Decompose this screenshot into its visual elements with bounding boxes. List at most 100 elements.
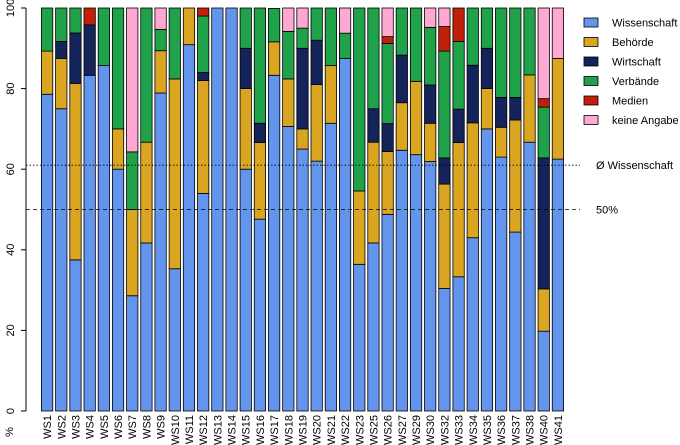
- bar-segment: [537, 98, 550, 108]
- bar-segment: [239, 7, 252, 49]
- bar-segment: [268, 8, 281, 43]
- bar-segment: [452, 7, 465, 42]
- x-tick-label: WS9: [156, 415, 168, 439]
- x-axis: WS1 WS2 WS3 WS4 WS5 WS6 WS7 WS8 WS9 WS10 WS11 WS12 W…: [42, 415, 565, 445]
- bar-segment: [438, 157, 451, 185]
- bar-segment: [55, 108, 68, 412]
- bar-segment: [140, 242, 153, 412]
- bar-segment: [381, 36, 394, 44]
- bar-segment: [126, 209, 139, 297]
- legend-swatch: [583, 95, 599, 106]
- bar-segment: [168, 78, 181, 270]
- bar-segment: [537, 288, 550, 332]
- legend-swatch: [583, 76, 599, 86]
- x-tick-label: WS30: [425, 415, 437, 445]
- legend-label: Wissenschaft: [612, 18, 677, 30]
- bar-segment: [282, 7, 295, 32]
- bar-segment: [168, 7, 181, 80]
- bar-segment: [197, 72, 210, 81]
- bar-segment: [338, 57, 352, 412]
- bar-segment: [338, 7, 352, 34]
- x-tick-label: WS19: [298, 415, 310, 445]
- x-tick-label: WS29: [411, 415, 423, 445]
- bar-segment: [55, 7, 68, 42]
- bar-segment: [409, 154, 423, 412]
- bar-segment: [381, 123, 394, 152]
- legend-swatch: [583, 17, 599, 28]
- bar-segment: [395, 7, 408, 56]
- bar-segment: [409, 80, 423, 156]
- bar-segment: [523, 7, 536, 76]
- bar-segment: [83, 7, 96, 26]
- bar-segment: [197, 192, 210, 412]
- legend-label: Medien: [612, 96, 648, 108]
- bar-segment: [466, 64, 479, 124]
- reference-line-label: Ø Wissenschaft: [596, 160, 673, 172]
- bar-segment: [324, 7, 337, 67]
- legend-swatch: [583, 37, 599, 47]
- legend: Wissenschaft Behörde Wirtschaft Verbände Med…: [583, 17, 679, 127]
- bar-segment: [296, 27, 309, 49]
- bar-segment: [296, 47, 309, 130]
- x-tick-label: WS34: [468, 415, 480, 445]
- x-tick-label: WS36: [496, 415, 508, 445]
- bar-segment: [310, 160, 323, 412]
- bar-segment: [41, 7, 54, 52]
- bar-segment: [551, 7, 564, 59]
- bar-segment: [310, 7, 323, 41]
- bar-segment: [537, 106, 550, 159]
- legend-swatch: [583, 56, 599, 67]
- bar-segment: [69, 82, 82, 261]
- bar-segment: [239, 47, 252, 89]
- bar-segment: [551, 57, 564, 160]
- x-tick-label: WS25: [368, 415, 380, 445]
- bar-segment: [69, 32, 82, 84]
- x-tick-label: WS22: [340, 415, 352, 445]
- bar-segment: [367, 108, 380, 143]
- bar-segment: [268, 41, 281, 76]
- bar-segment: [509, 97, 522, 121]
- y-tick-label: 40: [5, 244, 17, 256]
- reference-lines: Ø Wissenschaft 50%: [26, 160, 673, 217]
- x-tick-label: WS7: [127, 415, 139, 439]
- bar-segment: [324, 65, 337, 124]
- x-tick-label: WS14: [227, 415, 239, 445]
- x-tick-label: WS3: [70, 415, 82, 439]
- bar-segment: [296, 148, 309, 412]
- bar-segment: [69, 7, 82, 34]
- legend-label: Wirtschaft: [612, 57, 661, 69]
- bar-segment: [324, 122, 337, 412]
- x-tick-label: WS20: [312, 415, 324, 445]
- x-tick-label: WS17: [269, 415, 281, 445]
- bar-segment: [509, 7, 522, 98]
- y-tick-label: 80: [5, 82, 17, 94]
- bar-segment: [438, 288, 451, 412]
- bar-segment: [537, 330, 550, 412]
- x-tick-label: WS11: [184, 415, 196, 444]
- bar-segment: [197, 7, 210, 17]
- x-tick-label: WS4: [85, 415, 97, 439]
- y-tick-label: 60: [5, 163, 17, 175]
- bar-segment: [480, 128, 494, 412]
- x-tick-label: WS40: [539, 415, 551, 445]
- bar-segment: [381, 151, 394, 215]
- bar-segment: [268, 74, 281, 412]
- bar-segment: [310, 39, 323, 85]
- bar-segment: [381, 43, 394, 125]
- bar-segment: [253, 7, 267, 124]
- bar-segment: [154, 28, 167, 52]
- bar-segment: [367, 7, 380, 110]
- bar-segment: [438, 26, 451, 52]
- bar-segment: [466, 237, 479, 412]
- bar-segment: [353, 263, 366, 412]
- bar-segment: [282, 30, 295, 80]
- x-tick-label: WS35: [482, 415, 494, 445]
- bar-segment: [495, 7, 508, 98]
- reference-line-label: 50%: [596, 205, 618, 217]
- bar-segment: [197, 15, 210, 73]
- bar-segment: [495, 126, 508, 158]
- bar-segment: [537, 7, 550, 100]
- bar-segment: [111, 128, 125, 170]
- bar-segment: [438, 7, 451, 27]
- bar-segment: [69, 259, 82, 412]
